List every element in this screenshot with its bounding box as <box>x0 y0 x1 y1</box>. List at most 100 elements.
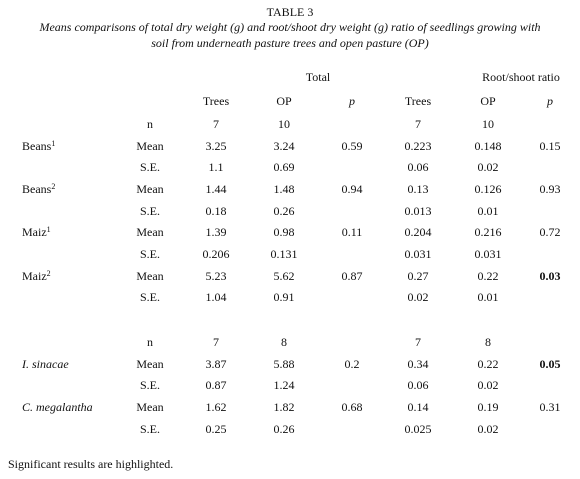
group-header: Root/shoot ratio <box>482 70 560 84</box>
cell-value: 10 <box>278 117 290 131</box>
cell-value: 0.31 <box>539 400 561 414</box>
cell-value: 0.94 <box>341 182 363 196</box>
stat-label: S.E. <box>139 378 161 392</box>
cell-value: 1.44 <box>205 182 227 196</box>
cell-value: 0.22 <box>477 357 499 371</box>
cell-value: 0.19 <box>477 400 499 414</box>
cell-value: 0.87 <box>341 269 363 283</box>
cell-value: 0.11 <box>341 225 363 239</box>
row-label: Maiz1 <box>22 225 51 239</box>
footnote-mark: 1 <box>46 225 51 234</box>
row-label-text: Beans <box>22 182 52 196</box>
row-label-text: C. megalantha <box>22 400 93 414</box>
cell-value: 0.18 <box>205 204 227 218</box>
stat-label: Mean <box>136 139 164 153</box>
cell-value: 0.031 <box>404 247 432 261</box>
row-label-text: Beans <box>22 139 52 153</box>
column-header: p <box>349 94 355 108</box>
cell-value: 0.06 <box>407 160 429 174</box>
cell-value: 0.02 <box>477 160 499 174</box>
table-title: TABLE 3 <box>266 5 314 19</box>
cell-value: 0.68 <box>341 400 363 414</box>
cell-value: 0.05 <box>539 357 561 371</box>
cell-value: 0.72 <box>539 225 561 239</box>
cell-value: 0.98 <box>273 225 295 239</box>
stat-label: Mean <box>136 357 164 371</box>
row-label: I. sinacae <box>22 357 69 371</box>
cell-value: 0.216 <box>474 225 502 239</box>
cell-value: 8 <box>281 335 287 349</box>
cell-value: 0.22 <box>477 269 499 283</box>
cell-value: 0.34 <box>407 357 429 371</box>
column-header: Trees <box>404 94 432 108</box>
column-header: OP <box>276 94 292 108</box>
cell-value: 0.013 <box>404 204 432 218</box>
column-header: OP <box>480 94 496 108</box>
footnote-mark: 1 <box>51 139 56 148</box>
cell-value: 8 <box>485 335 491 349</box>
cell-value: 0.02 <box>477 422 499 436</box>
cell-value: 7 <box>213 117 219 131</box>
stat-label: Mean <box>136 182 164 196</box>
cell-value: 1.1 <box>208 160 224 174</box>
stat-label: Mean <box>136 400 164 414</box>
column-header: Trees <box>202 94 230 108</box>
row-label-text: Maiz <box>22 269 47 283</box>
footnote: Significant results are highlighted. <box>8 457 174 471</box>
cell-value: 0.02 <box>407 290 429 304</box>
stat-label: S.E. <box>139 160 161 174</box>
cell-value: 0.59 <box>341 139 363 153</box>
cell-value: 0.126 <box>474 182 502 196</box>
cell-value: 7 <box>415 117 421 131</box>
row-label: Maiz2 <box>22 269 51 283</box>
cell-value: 0.204 <box>404 225 432 239</box>
stat-label: n <box>147 117 153 131</box>
cell-value: 0.131 <box>270 247 298 261</box>
cell-value: 1.24 <box>273 378 295 392</box>
cell-value: 0.01 <box>477 290 499 304</box>
table-caption: soil from underneath pasture trees and o… <box>151 36 429 50</box>
cell-value: 0.91 <box>273 290 295 304</box>
cell-value: 0.02 <box>477 378 499 392</box>
cell-value: 1.62 <box>205 400 227 414</box>
stat-label: Mean <box>136 225 164 239</box>
stat-label: S.E. <box>139 422 161 436</box>
cell-value: 5.62 <box>273 269 295 283</box>
cell-value: 0.27 <box>407 269 429 283</box>
stat-label: S.E. <box>139 290 161 304</box>
stat-label: n <box>147 335 153 349</box>
row-label-text: Maiz <box>22 225 47 239</box>
table-caption: Means comparisons of total dry weight (g… <box>39 20 541 34</box>
cell-value: 0.03 <box>539 269 561 283</box>
column-header: p <box>547 94 553 108</box>
row-label: Beans1 <box>22 139 55 153</box>
cell-value: 0.206 <box>202 247 230 261</box>
cell-value: 3.24 <box>273 139 295 153</box>
cell-value: 0.15 <box>539 139 561 153</box>
cell-value: 0.025 <box>404 422 432 436</box>
stat-label: S.E. <box>139 204 161 218</box>
cell-value: 0.25 <box>205 422 227 436</box>
cell-value: 0.223 <box>404 139 432 153</box>
cell-value: 0.06 <box>407 378 429 392</box>
row-label: C. megalantha <box>22 400 93 414</box>
footnote-mark: 2 <box>46 269 51 278</box>
cell-value: 0.93 <box>539 182 561 196</box>
cell-value: 1.82 <box>273 400 295 414</box>
cell-value: 1.39 <box>205 225 227 239</box>
cell-value: 0.031 <box>474 247 502 261</box>
row-label-text: I. sinacae <box>22 357 69 371</box>
cell-value: 3.25 <box>205 139 227 153</box>
cell-value: 0.14 <box>407 400 429 414</box>
cell-value: 0.01 <box>477 204 499 218</box>
cell-value: 0.69 <box>273 160 295 174</box>
cell-value: 0.148 <box>474 139 502 153</box>
cell-value: 0.13 <box>407 182 429 196</box>
cell-value: 1.48 <box>273 182 295 196</box>
cell-value: 0.2 <box>344 357 360 371</box>
footnote-mark: 2 <box>51 182 56 191</box>
stat-label: Mean <box>136 269 164 283</box>
cell-value: 0.87 <box>205 378 227 392</box>
cell-value: 7 <box>213 335 219 349</box>
